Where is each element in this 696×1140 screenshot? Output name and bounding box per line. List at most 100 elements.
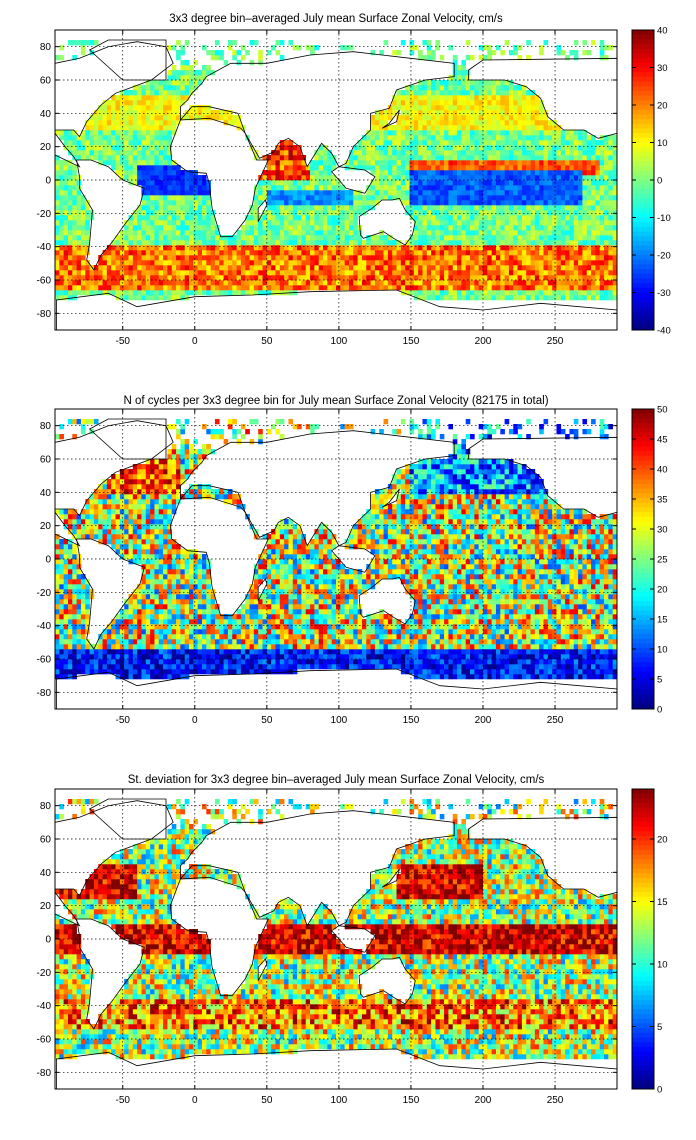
- heatmap-cell: [521, 140, 527, 146]
- heatmap-cell: [353, 265, 358, 271]
- heatmap-cell: [534, 160, 540, 166]
- heatmap-cell: [154, 135, 160, 141]
- heatmap-cell: [214, 110, 220, 116]
- heatmap-cell: [457, 215, 462, 221]
- heatmap-cell: [539, 275, 544, 281]
- heatmap-cell: [426, 270, 432, 276]
- heatmap-cell: [599, 205, 605, 211]
- heatmap-cell: [547, 140, 553, 146]
- heatmap-cell: [141, 185, 147, 191]
- heatmap-cell: [374, 170, 380, 176]
- heatmap-cell: [387, 659, 393, 665]
- heatmap-cell: [426, 140, 432, 146]
- heatmap-cell: [608, 180, 613, 186]
- heatmap-cell: [106, 140, 112, 146]
- heatmap-cell: [470, 669, 475, 675]
- heatmap-cell: [85, 210, 90, 216]
- heatmap-cell: [413, 225, 419, 231]
- heatmap-cell: [154, 150, 160, 156]
- heatmap-cell: [508, 295, 514, 301]
- heatmap-cell: [387, 275, 393, 281]
- heatmap-cell: [318, 145, 324, 151]
- heatmap-cell: [599, 210, 605, 216]
- heatmap-cell: [85, 280, 90, 286]
- heatmap-cell: [85, 40, 90, 46]
- heatmap-cell: [521, 150, 527, 156]
- heatmap-cell: [569, 295, 575, 301]
- heatmap-cell: [63, 130, 69, 136]
- heatmap-cell: [379, 140, 384, 146]
- heatmap-cell: [444, 120, 449, 126]
- heatmap-cell: [495, 140, 501, 146]
- heatmap-cell: [327, 165, 332, 171]
- heatmap-cell: [418, 245, 423, 251]
- heatmap-cell: [292, 210, 298, 216]
- heatmap-cell: [560, 255, 566, 261]
- heatmap-cell: [569, 230, 575, 236]
- heatmap-cell: [227, 270, 233, 276]
- heatmap-cell: [171, 90, 177, 96]
- heatmap-cell: [582, 225, 588, 231]
- heatmap-cell: [569, 155, 575, 161]
- heatmap-cell: [444, 200, 449, 206]
- heatmap-cell: [297, 210, 302, 216]
- heatmap-cell: [405, 255, 410, 261]
- heatmap-cell: [521, 674, 527, 680]
- x-tick-label: 100: [331, 336, 348, 347]
- heatmap-cell: [85, 230, 90, 236]
- heatmap-cell: [236, 230, 242, 236]
- heatmap-cell: [167, 95, 173, 101]
- heatmap-cell: [487, 200, 492, 206]
- heatmap-cell: [452, 175, 458, 181]
- heatmap-cell: [124, 110, 129, 116]
- heatmap-cell: [578, 285, 583, 291]
- heatmap-cell: [612, 285, 618, 291]
- heatmap-cell: [145, 290, 151, 296]
- heatmap-cell: [517, 255, 523, 261]
- heatmap-cell: [154, 190, 160, 196]
- heatmap-cell: [184, 70, 190, 76]
- heatmap-cell: [578, 210, 583, 216]
- heatmap-cell: [495, 85, 501, 91]
- heatmap-cell: [55, 265, 60, 271]
- heatmap-cell: [171, 195, 177, 201]
- heatmap-cell: [266, 185, 272, 191]
- heatmap-cell: [405, 150, 410, 156]
- heatmap-cell: [478, 265, 484, 271]
- heatmap-cell: [400, 250, 406, 256]
- heatmap-cell: [457, 160, 462, 166]
- heatmap-cell: [292, 215, 298, 221]
- heatmap-cell: [539, 45, 544, 51]
- heatmap-cell: [539, 105, 544, 111]
- heatmap-cell: [59, 250, 64, 256]
- heatmap-cell: [197, 180, 203, 186]
- heatmap-cell: [426, 664, 432, 670]
- heatmap-cell: [292, 180, 298, 186]
- heatmap-cell: [439, 160, 445, 166]
- heatmap-cell: [513, 150, 518, 156]
- heatmap-cell: [530, 220, 536, 226]
- heatmap-cell: [124, 659, 129, 665]
- heatmap-cell: [336, 245, 341, 251]
- heatmap-cell: [106, 105, 112, 111]
- heatmap-cell: [314, 225, 319, 231]
- heatmap-cell: [573, 245, 579, 251]
- heatmap-cell: [145, 170, 151, 176]
- heatmap-cell: [275, 255, 281, 261]
- heatmap-cell: [206, 215, 211, 221]
- heatmap-cell: [189, 250, 194, 256]
- heatmap-cell: [482, 115, 488, 121]
- y-tick-label: -20: [37, 209, 52, 220]
- heatmap-cell: [323, 170, 328, 176]
- heatmap-cell: [163, 664, 168, 670]
- heatmap-cell: [340, 270, 345, 276]
- heatmap-cell: [253, 664, 259, 670]
- heatmap-cell: [340, 255, 345, 261]
- heatmap-cell: [413, 120, 419, 126]
- heatmap-cell: [150, 270, 155, 276]
- heatmap-cell: [465, 185, 471, 191]
- heatmap-cell: [154, 115, 160, 121]
- heatmap-cell: [318, 185, 324, 191]
- heatmap-cell: [219, 235, 224, 241]
- heatmap-cell: [608, 280, 613, 286]
